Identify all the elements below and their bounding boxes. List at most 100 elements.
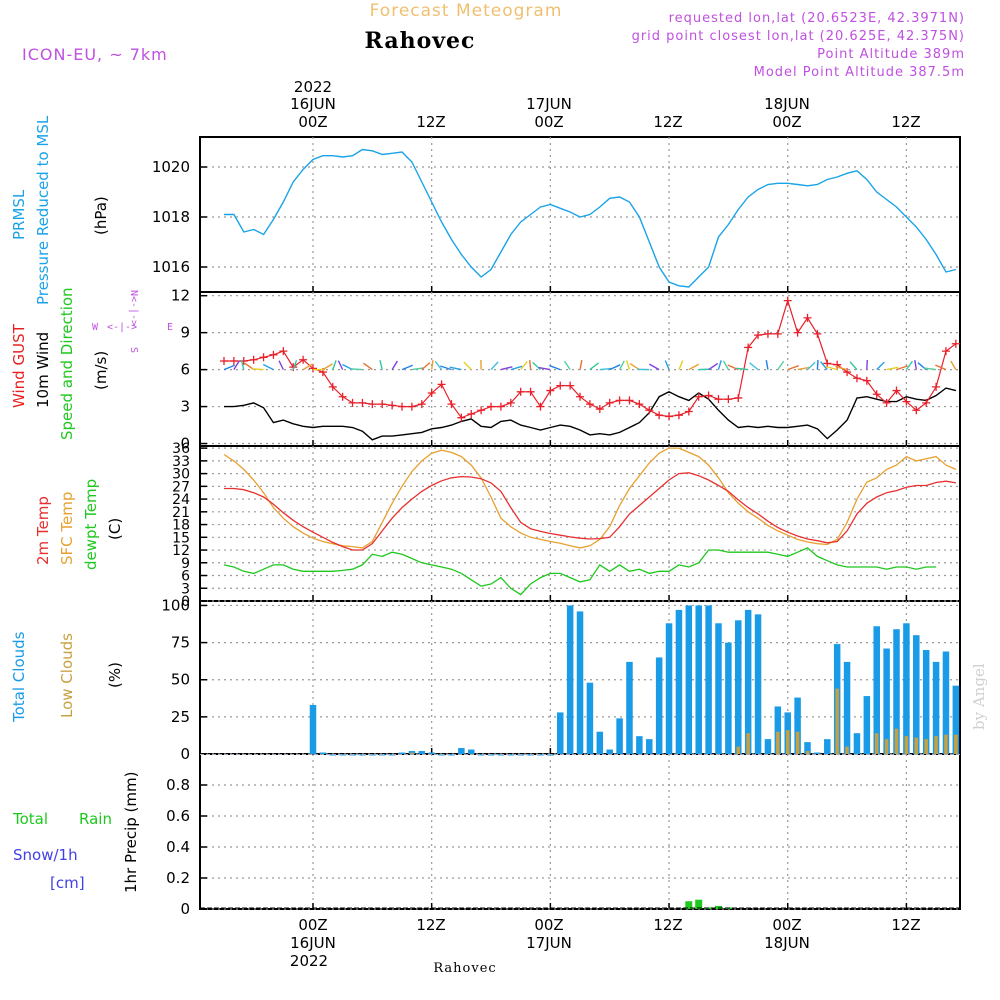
precip-frame <box>199 753 961 910</box>
total-cloud-bar <box>467 749 475 754</box>
compass-horizontal-arrows: <-|-> <box>107 322 137 333</box>
wind-direction-arrow <box>678 360 684 370</box>
gust-marker <box>437 380 446 389</box>
requested-coords: requested lon,lat (20.6523E, 42.3971N) <box>669 11 965 26</box>
wind-direction-arrow <box>449 366 462 371</box>
precip-series <box>200 899 960 909</box>
wind-direction-arrow <box>609 364 621 371</box>
gust-marker <box>892 386 901 395</box>
y-tick-label: 27 <box>172 479 190 495</box>
gust-marker <box>635 400 644 409</box>
wind-direction-arrow <box>510 365 523 371</box>
wind-direction-arrow <box>490 361 499 371</box>
low-clouds-label: Low Clouds <box>58 633 76 718</box>
y-tick-label: 12 <box>172 543 190 559</box>
wind-dir-label: Speed and Direction <box>58 287 76 440</box>
y-tick-label: 0 <box>180 900 190 918</box>
wind-direction-arrow <box>924 367 937 371</box>
wind-direction-arrow <box>905 360 913 371</box>
gust-marker <box>219 356 228 365</box>
gust-marker <box>348 398 357 407</box>
precip-labels: Total Rain Snow/1h [cm] 1hr Precip (mm) <box>12 772 140 893</box>
total-cloud-bar <box>626 661 633 754</box>
wind-direction-arrow <box>430 359 434 370</box>
gust-marker <box>358 398 367 407</box>
total-cloud-bar <box>705 605 712 754</box>
wind-direction-arrow <box>434 360 443 371</box>
y-tick-label: 3 <box>180 398 190 416</box>
compass-vertical-arrows: <-|-> <box>128 296 139 326</box>
wind-direction-arrow <box>688 363 700 371</box>
total-cloud-bar <box>952 685 960 754</box>
total-cloud-bar <box>903 623 910 754</box>
wind-direction-arrow <box>625 360 631 370</box>
y-tick-label: 9 <box>180 324 190 342</box>
wind-direction-arrow <box>549 364 561 371</box>
total-cloud-bar <box>566 605 574 754</box>
pressure-series <box>224 148 957 288</box>
wind-unit: (m/s) <box>92 351 110 390</box>
total-cloud-bar <box>863 696 871 754</box>
low-cloud-bar <box>874 733 879 754</box>
total-cloud-bar <box>448 754 455 756</box>
wind-direction-arrow <box>363 362 373 371</box>
gust-marker <box>269 350 278 359</box>
total-cloud-bar <box>893 629 900 754</box>
total-cloud-bar <box>932 661 940 754</box>
wind-direction-arrow <box>722 360 729 370</box>
gust-marker <box>338 392 347 401</box>
wind-compass: W E <-|-> N <-|-> S <box>92 290 173 353</box>
total-cloud-bar <box>744 609 752 754</box>
wind-direction-arrow <box>797 366 810 371</box>
total-cloud-bar <box>596 731 604 754</box>
gust-marker <box>368 400 377 409</box>
y-tick-label: 0.6 <box>166 807 190 825</box>
y-tick-label: 36 <box>172 441 190 457</box>
temp-unit: (C) <box>106 518 124 540</box>
total-cloud-bar <box>339 754 346 756</box>
gust-marker <box>328 382 337 391</box>
y-tick-label: 15 <box>172 530 190 546</box>
precip-total-label: Total <box>12 810 48 828</box>
gust-marker <box>556 381 565 390</box>
gust-marker <box>625 396 634 405</box>
y-tick-labels: 1016101810200369120369121518212427303336… <box>152 158 190 918</box>
wind-direction-arrow <box>765 359 769 370</box>
wind-direction-arrow <box>648 363 660 371</box>
compass-west: W <box>92 322 99 333</box>
gust-marker <box>566 381 575 390</box>
total-cloud-bar <box>309 704 317 754</box>
cloud-labels: Total Clouds Low Clouds (%) <box>10 631 124 723</box>
rain-bar <box>695 899 703 909</box>
bottom-tick-1: 00Z <box>298 916 327 934</box>
low-cloud-bar <box>924 739 928 754</box>
total-cloud-bar <box>824 739 831 754</box>
model-altitude: Model Point Altitude 387.5m <box>754 65 965 80</box>
wind-direction-arrow <box>529 359 532 370</box>
wind-direction-arrow <box>463 361 472 371</box>
gust-marker <box>724 395 733 404</box>
low-cloud-bar <box>785 730 790 754</box>
gust-marker <box>398 402 407 411</box>
gust-marker <box>447 400 456 409</box>
top-tick-6: 12Z <box>891 113 920 131</box>
wind-direction-arrow <box>717 360 722 370</box>
total-cloud-bar <box>754 614 762 754</box>
wind-direction-arrow <box>302 363 314 371</box>
cloud-series <box>200 605 960 756</box>
wind-direction-arrow <box>233 360 240 370</box>
gust-marker <box>496 402 505 411</box>
compass-north: N <box>128 290 139 296</box>
gust-marker <box>783 296 792 305</box>
top-date-3: 18JUN <box>764 95 810 113</box>
total-cloud-bar <box>675 609 683 754</box>
t2m-label: 2m Temp <box>34 496 52 565</box>
wind-direction-arrow <box>589 362 599 371</box>
gust-marker <box>922 398 931 407</box>
gust-marker <box>457 413 466 422</box>
pressure-labels: PRMSL Pressure Reduced to MSL (hPa) <box>10 115 110 305</box>
y-tick-label: 21 <box>172 505 190 521</box>
gust-marker <box>299 355 308 364</box>
gust-marker <box>585 400 594 409</box>
total-cloud-bar <box>794 697 801 754</box>
